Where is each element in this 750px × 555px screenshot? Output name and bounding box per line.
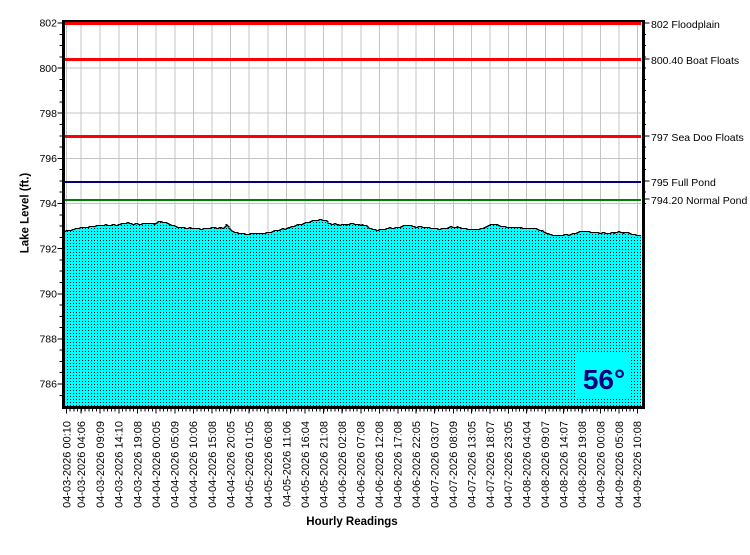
svg-text:788: 788 — [39, 334, 57, 346]
svg-text:796: 796 — [39, 153, 57, 165]
svg-text:04-09-2026 05:08: 04-09-2026 05:08 — [614, 421, 626, 508]
svg-text:Lake Level (ft.): Lake Level (ft.) — [20, 173, 32, 254]
svg-text:04-09-2026 00:08: 04-09-2026 00:08 — [595, 421, 607, 508]
svg-text:04-09-2026 10:08: 04-09-2026 10:08 — [632, 421, 644, 508]
svg-text:802 Floodplain: 802 Floodplain — [651, 19, 720, 31]
svg-text:04-04-2026 10:06: 04-04-2026 10:06 — [188, 421, 200, 508]
svg-text:04-03-2026 14:10: 04-03-2026 14:10 — [114, 421, 126, 508]
svg-text:794.20 Normal Pond: 794.20 Normal Pond — [651, 195, 747, 207]
svg-text:04-06-2026 22:05: 04-06-2026 22:05 — [411, 421, 423, 508]
svg-text:04-07-2026 13:05: 04-07-2026 13:05 — [466, 421, 478, 508]
svg-text:792: 792 — [39, 243, 57, 255]
svg-text:794: 794 — [39, 198, 57, 210]
svg-text:795 Full Pond: 795 Full Pond — [651, 177, 716, 189]
svg-text:04-08-2026 09:07: 04-08-2026 09:07 — [540, 421, 552, 508]
svg-text:04-08-2026 04:04: 04-08-2026 04:04 — [522, 421, 534, 508]
svg-text:04-06-2026 02:08: 04-06-2026 02:08 — [337, 421, 349, 508]
svg-text:04-05-2026 21:08: 04-05-2026 21:08 — [319, 421, 331, 508]
svg-text:04-03-2026 19:08: 04-03-2026 19:08 — [132, 421, 144, 508]
svg-text:56°: 56° — [583, 364, 625, 395]
svg-text:786: 786 — [39, 379, 57, 391]
svg-text:04-07-2026 18:07: 04-07-2026 18:07 — [485, 421, 497, 508]
svg-text:790: 790 — [39, 288, 57, 300]
svg-text:04-04-2026 05:09: 04-04-2026 05:09 — [170, 421, 182, 508]
svg-text:04-06-2026 17:08: 04-06-2026 17:08 — [393, 421, 405, 508]
svg-text:04-04-2026 20:05: 04-04-2026 20:05 — [225, 421, 237, 508]
svg-text:04-05-2026 11:06: 04-05-2026 11:06 — [281, 421, 293, 507]
svg-text:04-07-2026 23:05: 04-07-2026 23:05 — [503, 421, 515, 508]
svg-text:798: 798 — [39, 108, 57, 120]
svg-text:04-07-2026 03:07: 04-07-2026 03:07 — [430, 421, 442, 508]
svg-text:800: 800 — [39, 63, 57, 75]
svg-text:04-04-2026 00:05: 04-04-2026 00:05 — [151, 421, 163, 508]
svg-text:Hourly Readings: Hourly Readings — [306, 516, 397, 528]
svg-text:04-04-2026 15:08: 04-04-2026 15:08 — [207, 421, 219, 508]
svg-text:04-08-2026 19:08: 04-08-2026 19:08 — [577, 421, 589, 508]
svg-text:04-05-2026 16:04: 04-05-2026 16:04 — [300, 421, 312, 508]
svg-text:797 Sea Doo Floats: 797 Sea Doo Floats — [651, 132, 744, 144]
svg-text:800.40 Boat Floats: 800.40 Boat Floats — [651, 55, 739, 67]
svg-text:04-06-2026 07:08: 04-06-2026 07:08 — [356, 421, 368, 508]
svg-text:04-03-2026 00:10: 04-03-2026 00:10 — [61, 421, 73, 508]
svg-text:04-05-2026 06:08: 04-05-2026 06:08 — [263, 421, 275, 508]
svg-text:04-05-2026 01:05: 04-05-2026 01:05 — [244, 421, 256, 508]
svg-text:04-08-2026 14:07: 04-08-2026 14:07 — [559, 421, 571, 508]
svg-text:802: 802 — [39, 18, 57, 30]
svg-text:04-07-2026 08:09: 04-07-2026 08:09 — [448, 421, 460, 508]
svg-text:04-03-2026 09:09: 04-03-2026 09:09 — [95, 421, 107, 508]
svg-text:04-06-2026 12:08: 04-06-2026 12:08 — [374, 421, 386, 508]
svg-text:04-03-2026 04:06: 04-03-2026 04:06 — [76, 421, 88, 508]
